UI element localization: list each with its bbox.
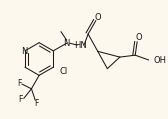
Text: F: F [34,99,38,108]
Text: HN: HN [74,41,87,50]
Text: F: F [17,79,21,88]
Text: N: N [64,39,70,48]
Text: O: O [94,13,101,22]
Text: N: N [21,47,28,56]
Text: OH: OH [154,57,166,65]
Text: Cl: Cl [59,67,67,76]
Text: F: F [19,95,23,104]
Text: O: O [136,33,142,42]
